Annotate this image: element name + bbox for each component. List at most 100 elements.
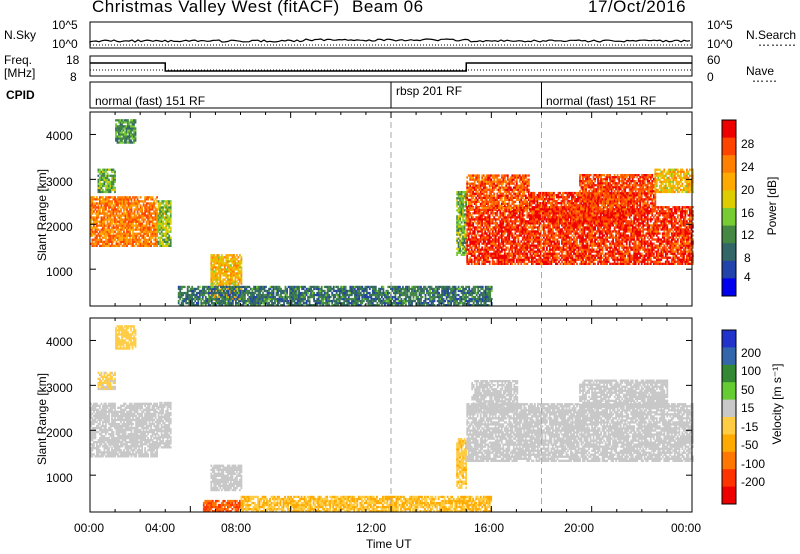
power-cell: [471, 304, 474, 307]
power-cell: [179, 287, 182, 291]
power-cell: [123, 238, 125, 241]
power-cell: [534, 256, 536, 259]
power-cell: [387, 304, 389, 307]
power-cell: [102, 212, 104, 215]
power-cell: [247, 291, 249, 295]
power-cell: [418, 287, 421, 291]
power-cell: [120, 238, 122, 241]
power-cell: [466, 285, 469, 289]
power-cell: [198, 293, 201, 297]
power-cell: [447, 295, 449, 299]
power-cell: [106, 180, 109, 183]
power-cell: [248, 299, 251, 303]
power-cell: [136, 224, 139, 227]
power-cell: [207, 297, 210, 301]
power-cell: [147, 212, 149, 215]
power-cell: [296, 297, 299, 301]
power-cell: [266, 297, 269, 301]
power-cell: [341, 297, 344, 301]
power-cell: [100, 216, 103, 219]
freq-unit: [MHz]: [4, 66, 36, 80]
power-cell: [478, 299, 481, 303]
power-cell: [323, 302, 326, 305]
power-cell: [97, 206, 100, 209]
power-cell: [118, 238, 121, 241]
power-cell: [225, 270, 228, 273]
power-cell: [145, 210, 148, 213]
power-cell: [121, 206, 124, 209]
power-cell: [232, 285, 234, 289]
power-cell: [293, 285, 296, 289]
power-cell: [371, 289, 374, 293]
power-cell: [141, 218, 143, 221]
power-cell: [229, 302, 231, 305]
power-cell: [311, 304, 314, 307]
power-cell: [131, 119, 134, 122]
power-cell: [236, 285, 239, 289]
power-cell: [214, 262, 217, 265]
power-cell: [130, 139, 132, 142]
power-cell: [457, 287, 460, 291]
power-cell: [254, 289, 257, 293]
power-cell: [148, 216, 151, 219]
power-cell: [481, 246, 484, 249]
nsky-label: N.Sky: [4, 28, 37, 42]
power-cell: [133, 228, 136, 231]
power-cell: [231, 274, 234, 277]
power-cell: [308, 302, 311, 305]
power-cell: [494, 220, 497, 223]
power-cell: [317, 289, 320, 293]
power-cell: [116, 137, 119, 140]
power-cell: [426, 304, 428, 307]
power-cell: [462, 247, 464, 250]
power-cell: [213, 256, 216, 259]
power-cell: [118, 196, 121, 199]
power-cell: [109, 184, 112, 188]
power-cell: [213, 304, 216, 307]
power-cell: [465, 239, 467, 242]
power-cell: [102, 170, 104, 173]
power-cell: [418, 302, 421, 305]
velocity-cbar-tick: 15: [741, 401, 755, 415]
power-cell: [94, 222, 97, 225]
power-cell: [97, 198, 100, 201]
power-cell: [219, 256, 222, 259]
power-cell: [250, 304, 252, 307]
power-cell: [112, 218, 115, 221]
power-cell: [549, 238, 551, 241]
power-cell: [483, 304, 486, 307]
power-cell: [169, 216, 172, 219]
power-cell: [91, 200, 94, 203]
power-cell: [148, 244, 151, 247]
power-cell: [210, 266, 213, 269]
power-cell: [109, 238, 112, 241]
power-cell: [147, 240, 149, 243]
power-cell: [547, 234, 550, 237]
power-cell: [302, 295, 305, 299]
power-cell: [217, 284, 220, 287]
power-cell: [254, 299, 257, 303]
power-cell: [100, 172, 103, 175]
power-cell: [126, 226, 128, 229]
power-cell: [370, 302, 373, 305]
power-cell: [91, 240, 94, 243]
power-cell: [471, 293, 474, 297]
power-cell: [102, 184, 104, 188]
power-cell: [475, 234, 478, 237]
power-cell: [122, 121, 125, 124]
power-cell: [465, 235, 467, 238]
power-cell: [119, 135, 122, 138]
power-cell: [335, 293, 338, 297]
power-cell: [334, 285, 337, 289]
power-cell: [148, 230, 151, 233]
power-cell: [131, 137, 134, 140]
power-cell: [467, 238, 470, 241]
power-cell: [400, 304, 403, 307]
power-cell: [326, 299, 329, 303]
power-cell: [467, 232, 470, 235]
power-cell: [126, 238, 128, 241]
power-cell: [469, 291, 472, 295]
power-cell: [493, 248, 496, 251]
power-cell: [538, 228, 541, 231]
power-cell: [169, 218, 172, 221]
